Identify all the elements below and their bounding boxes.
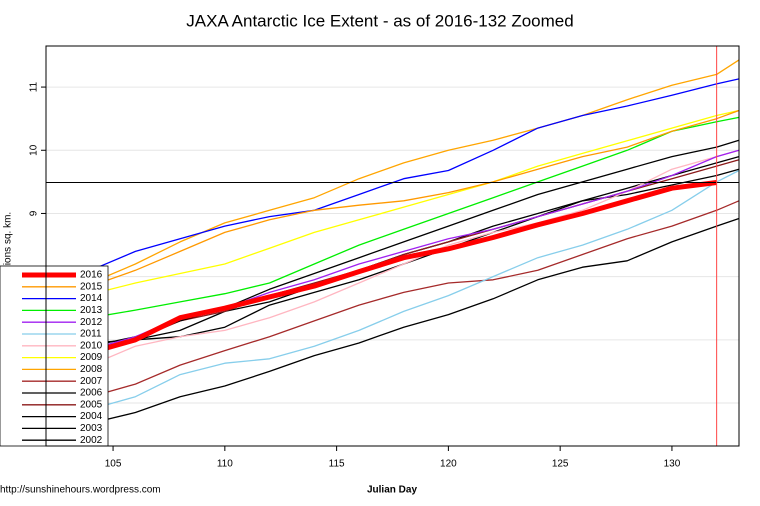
chart-title: JAXA Antarctic Ice Extent - as of 2016-1… bbox=[186, 11, 573, 30]
legend-label: 2013 bbox=[80, 305, 103, 316]
x-tick-label: 105 bbox=[105, 459, 122, 470]
legend-label: 2009 bbox=[80, 352, 103, 363]
legend-label: 2004 bbox=[80, 411, 103, 422]
legend-label: 2012 bbox=[80, 317, 103, 328]
series-line bbox=[45, 116, 740, 332]
x-tick-label: 110 bbox=[217, 459, 233, 470]
series-line bbox=[45, 180, 717, 372]
series-line bbox=[45, 149, 740, 382]
legend: 2016201520142013201220112010200920082007… bbox=[0, 265, 109, 447]
y-tick-label: 10 bbox=[29, 144, 40, 156]
series-line bbox=[45, 169, 740, 423]
series-line bbox=[45, 109, 740, 297]
series-line bbox=[45, 200, 740, 407]
legend-label: 2015 bbox=[80, 281, 103, 292]
x-tick-label: 125 bbox=[552, 459, 569, 470]
legend-label: 2003 bbox=[80, 423, 103, 434]
plot-frame bbox=[45, 45, 740, 447]
series-line bbox=[45, 59, 740, 292]
legend-label: 2007 bbox=[80, 376, 103, 387]
series-line bbox=[45, 78, 740, 286]
legend-label: 2005 bbox=[80, 399, 103, 410]
legend-label: 2011 bbox=[80, 329, 102, 340]
y-axis-label: Millions sq. km. bbox=[3, 212, 14, 280]
legend-label: 2010 bbox=[80, 340, 103, 351]
x-tick-label: 115 bbox=[329, 459, 345, 470]
y-tick-label: 11 bbox=[29, 81, 40, 92]
series-line bbox=[45, 217, 740, 435]
y-tick-label: 9 bbox=[29, 210, 40, 216]
legend-label: 2016 bbox=[80, 270, 103, 281]
x-tick-label: 130 bbox=[664, 459, 681, 470]
x-axis-label: Julian Day bbox=[367, 485, 417, 496]
legend-label: 2006 bbox=[80, 388, 103, 399]
legend-label: 2008 bbox=[80, 364, 103, 375]
x-tick-label: 120 bbox=[440, 459, 457, 470]
legend-label: 2002 bbox=[80, 435, 103, 446]
series-line bbox=[45, 109, 740, 303]
legend-label: 2014 bbox=[80, 293, 103, 304]
source-label: http://sunshinehours.wordpress.com bbox=[0, 485, 161, 496]
